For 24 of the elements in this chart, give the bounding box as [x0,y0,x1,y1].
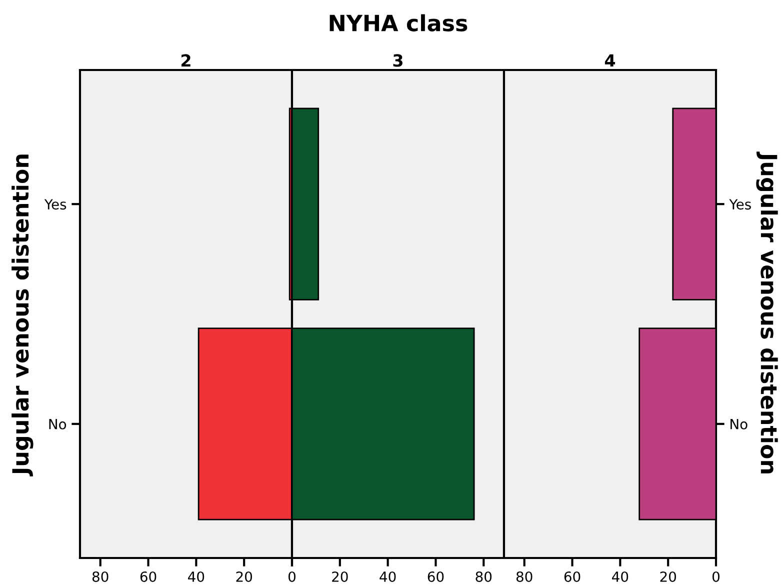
x-tick-label: 60 [564,571,580,582]
x-tick-label: 20 [236,571,252,582]
x-tick-label: 20 [332,571,348,582]
x-tick-label: 0 [288,571,296,582]
x-tick-label: 60 [140,571,156,582]
y-axis-title: Jugular venous distention [12,154,34,476]
x-tick-label: 60 [428,571,444,582]
y2-axis-title: Jugular venous distention [756,152,778,474]
x-tick-label: 40 [612,571,628,582]
x-tick-label: 80 [92,571,108,582]
chart-title: 2 [182,54,190,67]
chart-title: 3 [393,54,402,67]
x-tick-label: 0 [712,571,720,582]
x-tick-label: 40 [380,571,396,582]
x-tick-label: 20 [660,571,676,582]
x-tick-label: 80 [476,571,492,582]
text: NYHA class [330,14,468,32]
y-tick-label: No [730,419,748,430]
x-tick-label: 40 [188,571,204,582]
y-tick-label: Yes [44,199,66,210]
chart-title: 4 [604,54,616,67]
y-tick-label: No [49,419,66,430]
y-tick-label: Yes [729,199,751,210]
x-tick-label: 80 [516,571,532,582]
